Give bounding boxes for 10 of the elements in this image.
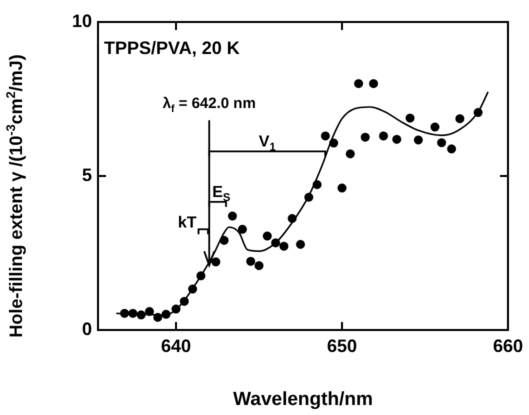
y-tick-label: 0 — [82, 318, 92, 339]
x-tick-label: 650 — [326, 336, 358, 356]
y-tick-label: 10 — [72, 10, 92, 31]
x-tick-label: 640 — [160, 336, 192, 356]
x-tick-label: 660 — [492, 336, 524, 356]
y-axis-title: Hole-filling extent γ /(10-3cm2/mJ) — [4, 54, 26, 338]
annotation: kT — [178, 214, 197, 232]
text: TPPS/PVA, 20 K — [104, 38, 240, 58]
x-axis-title: Wavelength/nm — [233, 388, 373, 410]
y-tick-label: 5 — [82, 164, 92, 185]
